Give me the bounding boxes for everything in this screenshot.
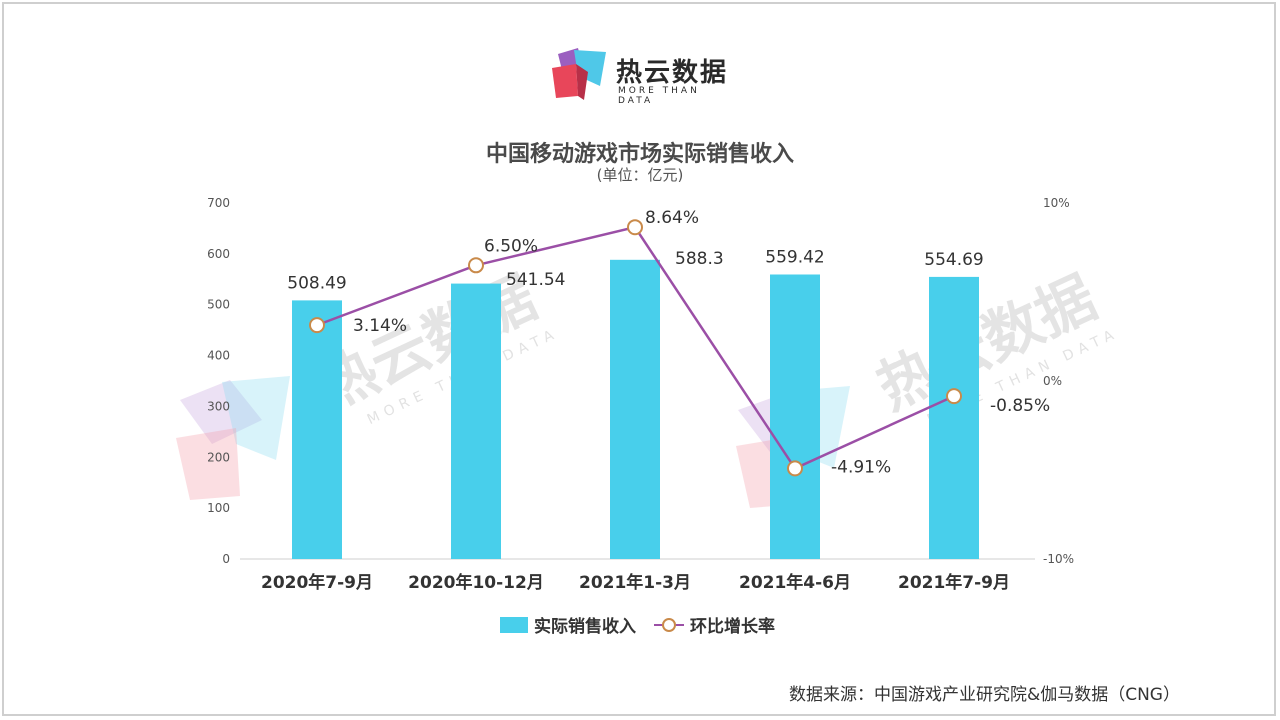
x-category-label: 2020年10-12月 — [408, 572, 544, 593]
growth-point — [468, 257, 484, 274]
y-axis-left: 0 100 200 300 400 500 600 700 — [207, 196, 230, 566]
bar — [929, 276, 979, 559]
growth-value-label: 6.50% — [484, 236, 538, 256]
bar-series: 508.49 541.54 588.3 559.42 554.69 — [287, 247, 984, 559]
bar-value-label: 559.42 — [765, 247, 824, 267]
bar — [292, 300, 342, 559]
y-tick-label: 100 — [207, 501, 230, 515]
growth-value-label: -4.91% — [831, 457, 891, 477]
y-tick-label: 500 — [207, 298, 230, 312]
legend-line-label: 环比增长率 — [690, 616, 775, 637]
y-tick-label: 600 — [207, 247, 230, 261]
growth-value-label: 8.64% — [645, 208, 699, 228]
y2-tick-label: 0% — [1043, 374, 1062, 388]
bar-value-label: 541.54 — [506, 270, 565, 290]
y-tick-label: 400 — [207, 349, 230, 363]
bar-value-label: 554.69 — [924, 250, 983, 270]
growth-point — [946, 388, 962, 405]
growth-point — [627, 219, 643, 236]
brand-tagline: MORE THAN DATA — [618, 86, 700, 106]
line-series: 3.14% 6.50% 8.64% -4.91% -0.85% — [309, 208, 1050, 477]
legend: 实际销售收入 环比增长率 — [500, 616, 775, 637]
y2-tick-label: 10% — [1043, 196, 1070, 210]
brand-logo: 热云数据 MORE THAN DATA — [548, 46, 738, 106]
y-tick-label: 300 — [207, 399, 230, 413]
y2-tick-label: -10% — [1043, 552, 1074, 566]
legend-bar-label: 实际销售收入 — [534, 616, 636, 637]
y-tick-label: 200 — [207, 450, 230, 464]
bar-value-label: 508.49 — [287, 273, 346, 293]
x-category-label: 2020年7-9月 — [261, 572, 373, 593]
x-category-label: 2021年7-9月 — [898, 572, 1010, 593]
watermark-left: 热云数据 MORE THAN DATA — [176, 263, 562, 500]
growth-point — [787, 460, 803, 477]
logo-cube-icon — [552, 48, 606, 100]
legend-marker-swatch — [662, 618, 676, 632]
y-tick-label: 700 — [207, 196, 230, 210]
bar — [451, 283, 501, 559]
chart-subtitle: (单位：亿元) — [596, 166, 684, 184]
x-category-label: 2021年4-6月 — [739, 572, 851, 593]
bar — [610, 259, 660, 559]
y-tick-label: 0 — [222, 552, 230, 566]
x-axis-labels: 2020年7-9月 2020年10-12月 2021年1-3月 2021年4-6月 20… — [261, 572, 1010, 593]
chart-title: 中国移动游戏市场实际销售收入 — [485, 142, 794, 167]
growth-value-label: -0.85% — [990, 396, 1050, 416]
legend-bar-swatch — [500, 617, 528, 633]
brand-name: 热云数据 — [616, 58, 729, 88]
growth-value-label: 3.14% — [353, 316, 407, 336]
bar-value-label: 588.3 — [675, 249, 724, 269]
bar — [770, 274, 820, 559]
source-note: 数据来源：中国游戏产业研究院&伽马数据（CNG） — [788, 685, 1180, 705]
growth-point — [309, 317, 325, 334]
y-axis-right: -10% 0% 10% — [1043, 196, 1074, 566]
x-category-label: 2021年1-3月 — [579, 572, 691, 593]
